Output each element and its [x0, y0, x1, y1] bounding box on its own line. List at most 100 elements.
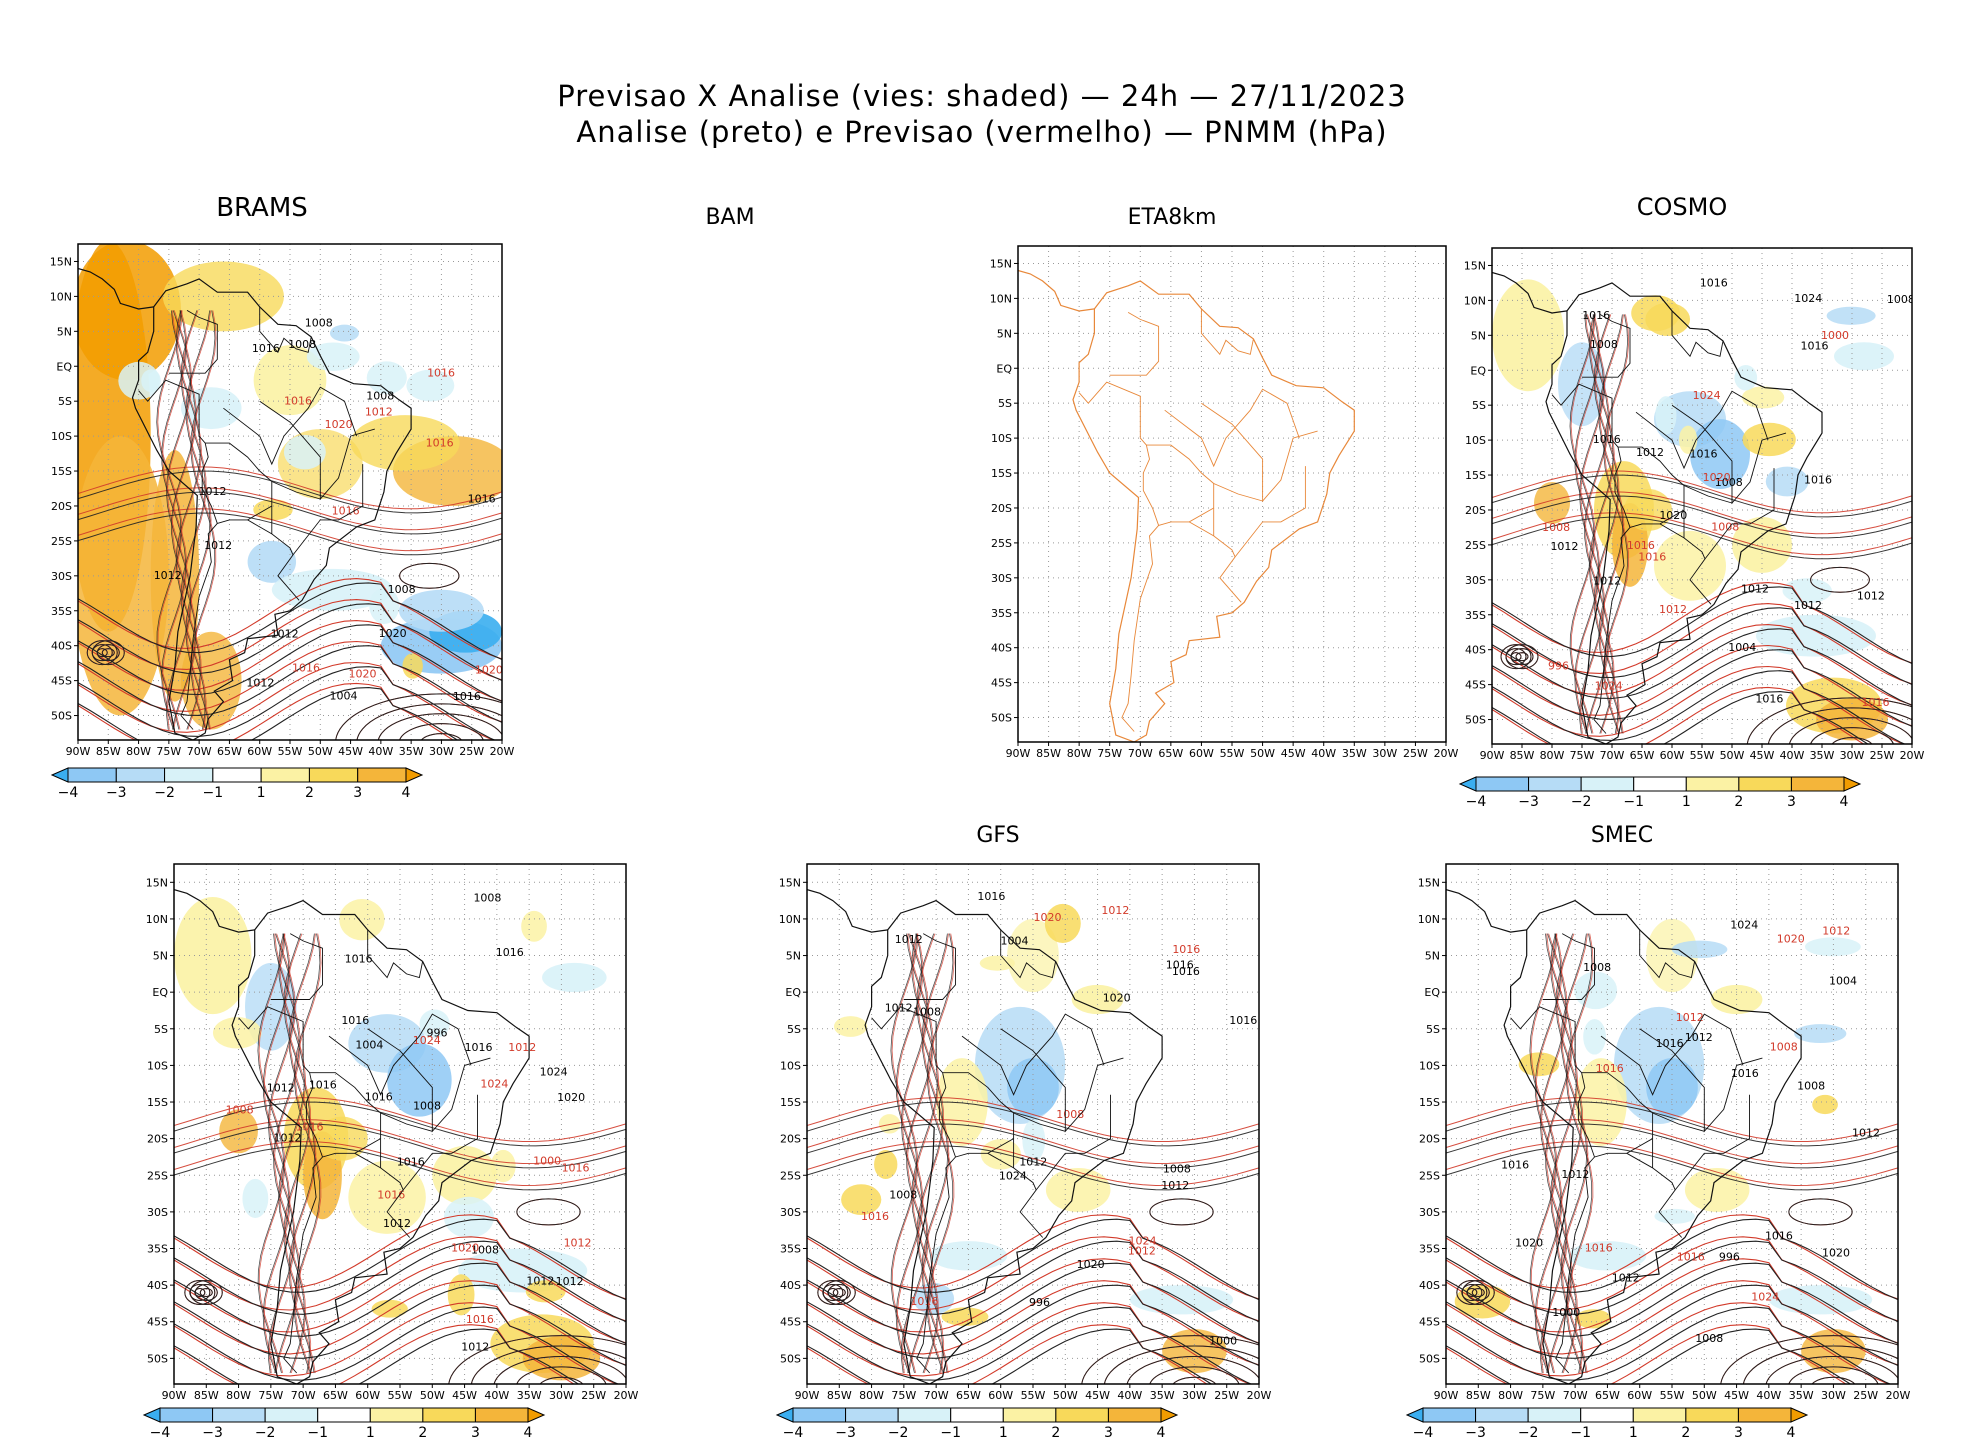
- lat-tick-label: 45S: [780, 1316, 801, 1329]
- isobar-label: 1012: [1685, 1031, 1713, 1044]
- isobar-label: 1016: [1755, 692, 1783, 705]
- colorbar-tick-label: −1: [1623, 794, 1644, 809]
- isobar-label: 1012: [1019, 1155, 1047, 1168]
- isobar-label: 1008: [1715, 476, 1743, 489]
- lat-tick-label: 10S: [51, 430, 72, 443]
- isobar-label: 1012: [154, 569, 182, 582]
- lon-tick-label: 55W: [388, 1389, 413, 1402]
- isobar-label: 1016: [1582, 309, 1610, 322]
- isobar-label: 1012: [556, 1275, 584, 1288]
- lat-tick-label: 15S: [51, 465, 72, 478]
- colorbar-tick-label: −2: [255, 1425, 276, 1440]
- colorbar-tick-label: 4: [1787, 1425, 1796, 1440]
- colorbar-tick-label: 3: [353, 785, 362, 800]
- colorbar-tick-label: −4: [1466, 794, 1487, 809]
- isobar-label: 1012: [198, 485, 226, 498]
- lon-tick-label: 70W: [291, 1389, 316, 1402]
- lon-tick-label: 45W: [1281, 747, 1306, 760]
- lat-tick-label: 35S: [1465, 609, 1486, 622]
- isobar-label: 1012: [1128, 1244, 1156, 1257]
- isobar-label: 1012: [1822, 925, 1850, 938]
- colorbar-svg: −4 −3 −2 −1 1 2 3 4: [775, 1407, 1179, 1441]
- isobar-label: 996: [1719, 1250, 1740, 1263]
- lon-tick-label: 25W: [1403, 747, 1428, 760]
- isobar-label: 1004: [355, 1039, 383, 1052]
- isobar-label: 1012: [1561, 1168, 1589, 1181]
- lon-tick-label: 35W: [1342, 747, 1367, 760]
- lat-tick-label: 5S: [58, 395, 72, 408]
- isobar-label: 1020: [1515, 1237, 1543, 1250]
- isobar-label: 1020: [379, 627, 407, 640]
- lat-tick-label: 50S: [51, 710, 72, 723]
- lat-tick-label: 5N: [1425, 950, 1440, 963]
- colorbar-svg: −4 −3 −2 −1 1 2 3 4: [142, 1407, 546, 1441]
- lon-tick-label: 90W: [1006, 747, 1031, 760]
- isobar-label: 1008: [1770, 1041, 1798, 1054]
- isobar-label: 1016: [1731, 1067, 1759, 1080]
- isobar-label: 1012: [564, 1236, 592, 1249]
- figure-title-line2: Analise (preto) e Previsao (vermelho) — …: [576, 115, 1388, 149]
- panel-title-eta8km: ETA8km: [1127, 205, 1217, 230]
- isobar-label: 1016: [1677, 1251, 1705, 1264]
- isobar-label: 1008: [388, 583, 416, 596]
- lon-tick-label: 45W: [1724, 1389, 1749, 1402]
- colorbar-tick-label: 1: [257, 785, 266, 800]
- isobar-label: 1008: [226, 1104, 254, 1117]
- colorbar-tick-label: −3: [1518, 794, 1539, 809]
- isobar-label: 1012: [1593, 574, 1621, 587]
- lon-tick-label: 65W: [956, 1389, 981, 1402]
- isobar-label: 1008: [288, 338, 316, 351]
- lat-tick-label: 10S: [780, 1059, 801, 1072]
- colorbar-tick-label: 1: [1629, 1425, 1638, 1440]
- lat-tick-label: 45S: [147, 1316, 168, 1329]
- colorbar-tick-label: 2: [418, 1425, 427, 1440]
- lat-tick-label: 40S: [1419, 1279, 1440, 1292]
- lon-tick-label: 50W: [1250, 747, 1275, 760]
- lon-tick-label: 35W: [1789, 1389, 1814, 1402]
- isobar-label: 1012: [1794, 599, 1822, 612]
- isobar-label: 1020: [1703, 471, 1731, 484]
- lat-tick-label: 20S: [1465, 504, 1486, 517]
- lon-tick-label: 30W: [1182, 1389, 1207, 1402]
- colorbar-tick-label: 2: [1734, 794, 1743, 809]
- isobar-label: 1008: [305, 317, 333, 330]
- isobar-label: 1012: [1852, 1127, 1880, 1140]
- lat-tick-label: 50S: [780, 1352, 801, 1365]
- lon-tick-label: 85W: [1466, 1389, 1491, 1402]
- lat-tick-label: 25S: [780, 1169, 801, 1182]
- map-svg: 1008101210081016101210161020100810241020…: [779, 863, 1272, 1402]
- lat-tick-label: 15S: [991, 467, 1012, 480]
- isobar-label: 1008: [1695, 1332, 1723, 1345]
- lat-tick-label: 5N: [153, 950, 168, 963]
- lon-tick-label: 50W: [1053, 1389, 1078, 1402]
- lon-tick-label: 75W: [891, 1389, 916, 1402]
- lon-tick-label: 40W: [1117, 1389, 1142, 1402]
- isobar-label: 1016: [1700, 276, 1728, 289]
- isobar-label: 1012: [1636, 446, 1664, 459]
- lon-tick-label: 70W: [1128, 747, 1153, 760]
- isobar-label: 1020: [1034, 911, 1062, 924]
- lon-tick-label: 45W: [338, 745, 363, 758]
- lat-tick-label: 45S: [1465, 679, 1486, 692]
- lat-tick-label: 5N: [57, 325, 72, 338]
- isobar-label: 1020: [451, 1242, 479, 1255]
- lat-tick-label: 40S: [147, 1279, 168, 1292]
- colorbar-tick-label: −3: [835, 1425, 856, 1440]
- lat-tick-label: 30S: [1419, 1206, 1440, 1219]
- isobar-label: 1024: [1730, 919, 1758, 932]
- lon-tick-label: 30W: [1840, 749, 1865, 762]
- isobar-label: 1000: [1821, 329, 1849, 342]
- colorbar-tick-label: 1: [999, 1425, 1008, 1440]
- isobar-label: 1012: [365, 406, 393, 419]
- lat-tick-label: 35S: [147, 1243, 168, 1256]
- lon-tick-label: 35W: [517, 1389, 542, 1402]
- lon-tick-label: 90W: [1434, 1389, 1459, 1402]
- isobar-label: 1024: [999, 1169, 1027, 1182]
- isobar-label: 1016: [1862, 696, 1890, 709]
- isobar-label: 1020: [557, 1091, 585, 1104]
- isobar-label: 1000: [1209, 1334, 1237, 1347]
- isobar-label: 1008: [471, 1243, 499, 1256]
- lon-tick-label: 60W: [355, 1389, 380, 1402]
- lon-tick-label: 80W: [126, 745, 151, 758]
- lat-tick-label: 15N: [1418, 876, 1440, 889]
